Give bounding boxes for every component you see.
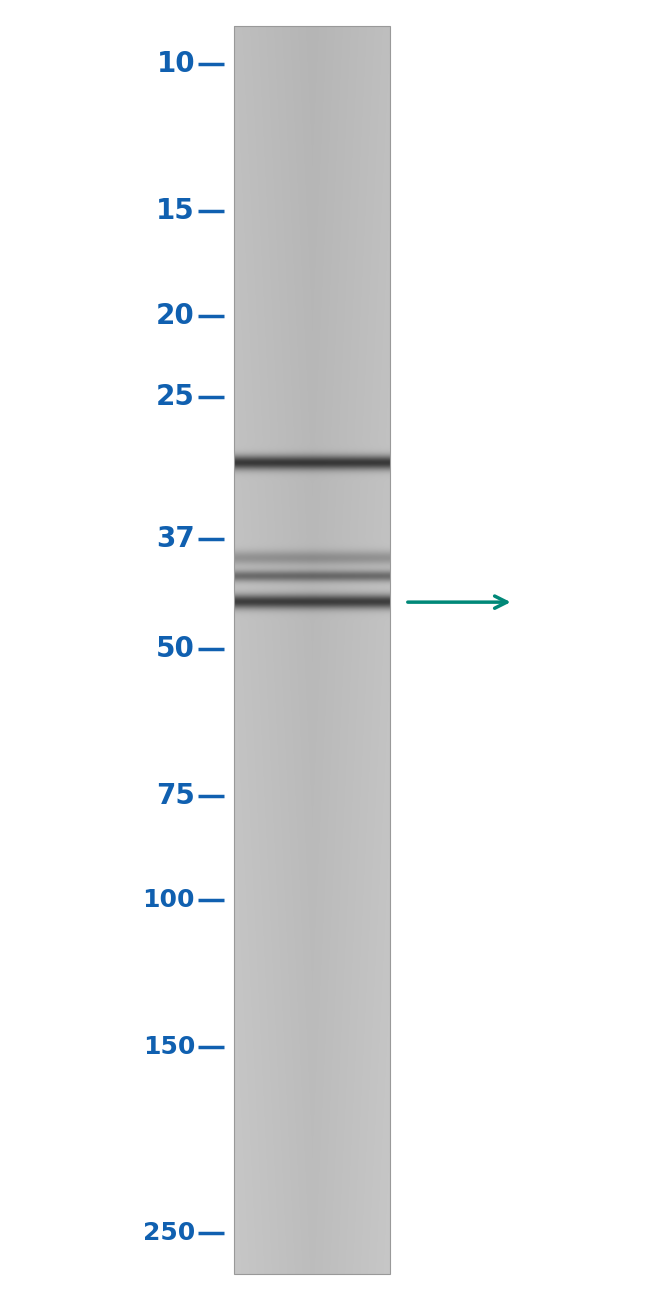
Text: 15: 15 — [156, 198, 195, 225]
Text: 37: 37 — [156, 525, 195, 554]
Text: 150: 150 — [142, 1035, 195, 1059]
Text: 10: 10 — [157, 51, 195, 78]
Bar — [234, 26, 390, 1274]
Text: 100: 100 — [142, 888, 195, 913]
Text: 50: 50 — [156, 634, 195, 663]
Text: 75: 75 — [156, 781, 195, 810]
Text: 20: 20 — [156, 302, 195, 330]
Text: 25: 25 — [156, 384, 195, 411]
Text: 250: 250 — [143, 1221, 195, 1245]
